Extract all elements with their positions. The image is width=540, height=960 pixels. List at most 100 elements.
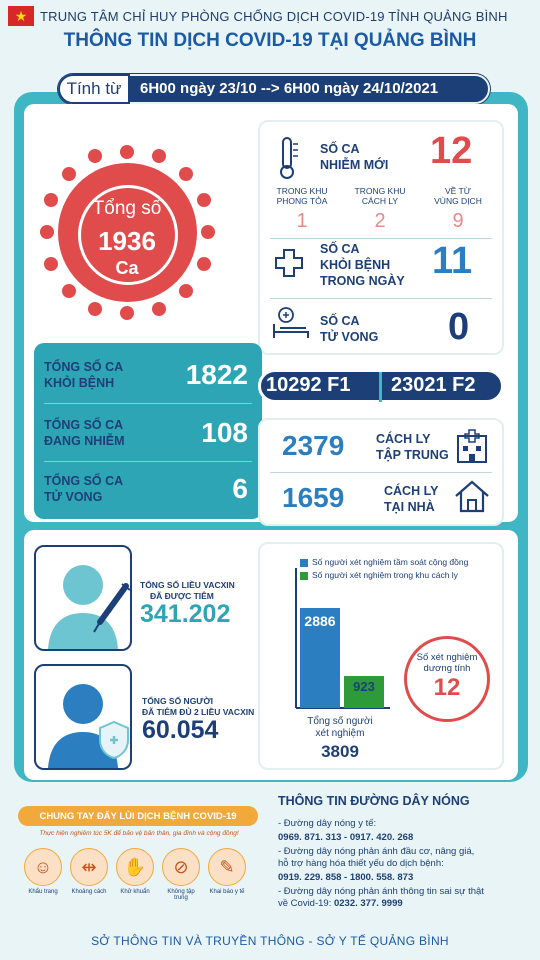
- total-value: 1936: [98, 226, 156, 256]
- divider: [379, 372, 382, 402]
- hotline-line: - Đường dây nóng phản ánh đầu cơ, nâng g…: [278, 846, 475, 857]
- campaign-action: ⊘ Không tập trung: [160, 848, 202, 901]
- hand-wash-icon: ✋: [116, 848, 154, 886]
- campaign-action-label: Khẩu trang: [28, 889, 58, 895]
- testing-chart: Số người xét nghiệm tầm soát cộng đồng S…: [258, 542, 504, 770]
- divider: [270, 472, 492, 473]
- agency-name: TRUNG TÂM CHỈ HUY PHÒNG CHỐNG DỊCH COVID…: [40, 9, 508, 24]
- medical-cross-icon: [274, 248, 304, 278]
- bar-value-label: 2886: [304, 613, 335, 629]
- f2-count: 23021 F2: [391, 374, 476, 396]
- new-cases-label-1: SỐ CA: [320, 142, 360, 156]
- divider: [44, 461, 252, 462]
- home-isolation-value: 1659: [282, 482, 345, 513]
- bar: [344, 676, 384, 708]
- total-unit: Ca: [115, 258, 139, 278]
- death-value: 0: [448, 306, 470, 348]
- positive-circle: [404, 636, 490, 722]
- hotline-price-numbers: 0919. 229. 858 - 1800. 558. 873: [278, 872, 414, 883]
- central-isolation-label-1: CÁCH LY: [376, 432, 431, 446]
- syringe-icon: [92, 582, 132, 636]
- footer: SỞ THÔNG TIN VÀ TRUYỀN THÔNG - SỞ Y TẾ Q…: [91, 934, 449, 948]
- flag-star: ★: [14, 8, 28, 24]
- sub-label-lockdown: TRONG KHU PHONG TỎA: [276, 186, 328, 206]
- no-gathering-icon: ⊘: [162, 848, 200, 886]
- campaign-tip: Thực hiện nghiêm túc 5K để bảo vệ bản th…: [39, 830, 239, 837]
- death-label-2: TỬ VONG: [320, 330, 379, 344]
- campaign-action: ✎ Khai báo y tế: [206, 848, 248, 895]
- recover-label-2: KHỎI BỆNH: [320, 258, 391, 272]
- date-range: 6H00 ngày 23/10 --> 6H00 ngày 24/10/2021: [140, 80, 439, 97]
- f1-count: 10292 F1: [266, 374, 351, 396]
- home-isolation-label-2: TẠI NHÀ: [384, 500, 435, 514]
- campaign-action: ☺ Khẩu trang: [22, 848, 64, 895]
- vaccine-avatar-1: [34, 545, 132, 651]
- health-declaration-icon: ✎: [208, 848, 246, 886]
- legend-swatch-community: [300, 559, 308, 567]
- divider: [44, 403, 252, 404]
- new-cases-label-2: NHIỄM MỚI: [320, 158, 389, 172]
- total-tests-label: Tổng số người xét nghiệm: [307, 716, 373, 739]
- sub-value-lockdown: 1: [296, 210, 308, 232]
- death-label-1: SỐ CA: [320, 314, 360, 328]
- hotline-line: - Đường dây nóng y tế:: [278, 818, 377, 829]
- bar: [300, 608, 340, 708]
- legend-community: Số người xét nghiệm tầm soát cộng đồng: [312, 557, 469, 567]
- campaign-title: CHUNG TAY ĐẨY LÙI DỊCH BỆNH COVID-19: [18, 806, 258, 826]
- bar-value-label: 923: [353, 679, 375, 694]
- sub-value-quarantine: 2: [374, 210, 386, 232]
- full-dose-value: 60.054: [142, 716, 219, 744]
- date-label: Tính từ: [58, 74, 130, 104]
- total-ring: [78, 185, 178, 285]
- hotline-title: THÔNG TIN ĐƯỜNG DÂY NÓNG: [278, 794, 470, 808]
- cumulative-box: TỔNG SỐ CA KHỎI BỆNH 1822 TỔNG SỐ CA ĐANG …: [34, 343, 262, 519]
- hotline-health-numbers: 0969. 871. 313 - 0917. 420. 268: [278, 832, 414, 843]
- daily-stats: SỐ CA NHIỄM MỚI 12 TRONG KHU PHONG TỎA TR…: [258, 120, 504, 355]
- total-tests-value: 3809: [321, 742, 359, 761]
- cumulative-deaths-value: 6: [232, 472, 248, 504]
- campaign-action-label: Khử khuẩn: [120, 889, 150, 895]
- sub-value-outbreak: 9: [452, 210, 464, 232]
- hotline-line: hỗ trợ hàng hóa thiết yếu do dịch bệnh:: [278, 858, 444, 869]
- hotline-line: - Đường dây nóng phản ánh thông tin sai …: [278, 886, 484, 897]
- campaign-action-label: Không tập trung: [167, 889, 195, 901]
- cumulative-recovered: TỔNG SỐ CA KHỎI BỆNH 1822: [44, 358, 248, 390]
- person-icon: [48, 565, 118, 649]
- hospital-bed-icon: [272, 306, 310, 340]
- cumulative-active: TỔNG SỐ CA ĐANG NHIỄM 108: [44, 416, 248, 448]
- bar-plot: 2886 923: [295, 568, 390, 709]
- distance-icon: ⇹: [70, 848, 108, 886]
- central-isolation-label-2: TẬP TRUNG: [376, 448, 449, 462]
- campaign-action-label: Khoảng cách: [71, 889, 107, 895]
- home-isolation-label-1: CÁCH LY: [384, 484, 439, 498]
- campaign-action-label: Khai báo y tế: [209, 889, 245, 895]
- central-isolation-value: 2379: [282, 430, 345, 461]
- recover-value: 11: [432, 240, 473, 282]
- new-cases-value: 12: [430, 130, 473, 172]
- sub-label-quarantine: TRONG KHU CÁCH LY: [354, 186, 406, 206]
- full-dose-label-2: ĐÃ TIÊM ĐỦ 2 LIỀU VACXIN: [142, 707, 255, 717]
- recover-label-1: SỐ CA: [320, 242, 360, 256]
- vietnam-flag-icon: ★: [8, 6, 34, 26]
- cumulative-active-value: 108: [201, 416, 248, 448]
- cumulative-recovered-value: 1822: [185, 358, 248, 390]
- hospital-building-icon: [454, 428, 490, 464]
- positive-value: 12: [433, 674, 461, 701]
- page-title: THÔNG TIN DỊCH COVID-19 TẠI QUẢNG BÌNH: [63, 30, 477, 51]
- header: [0, 0, 540, 78]
- cumulative-deaths: TỔNG SỐ CA TỬ VONG 6: [44, 472, 248, 504]
- shield-icon: [96, 720, 132, 760]
- mask-icon: ☺: [24, 848, 62, 886]
- positive-label: Số xét nghiệm dương tính: [416, 652, 478, 674]
- campaign-action: ✋ Khử khuẩn: [114, 848, 156, 895]
- doses-label-2: ĐÃ ĐƯỢC TIÊM: [150, 591, 214, 601]
- full-dose-label-1: TỔNG SỐ NGƯỜI: [142, 696, 213, 706]
- divider: [270, 298, 492, 299]
- home-icon: [454, 478, 490, 514]
- legend-quarantine: Số người xét nghiệm trong khu cách ly: [312, 570, 458, 580]
- isolation-box: 2379 CÁCH LY TẬP TRUNG 1659 CÁCH LY TẠI …: [258, 418, 504, 526]
- campaign-action: ⇹ Khoảng cách: [68, 848, 110, 895]
- divider: [270, 238, 492, 239]
- recover-label-3: TRONG NGÀY: [320, 274, 405, 288]
- legend-swatch-quarantine: [300, 572, 308, 580]
